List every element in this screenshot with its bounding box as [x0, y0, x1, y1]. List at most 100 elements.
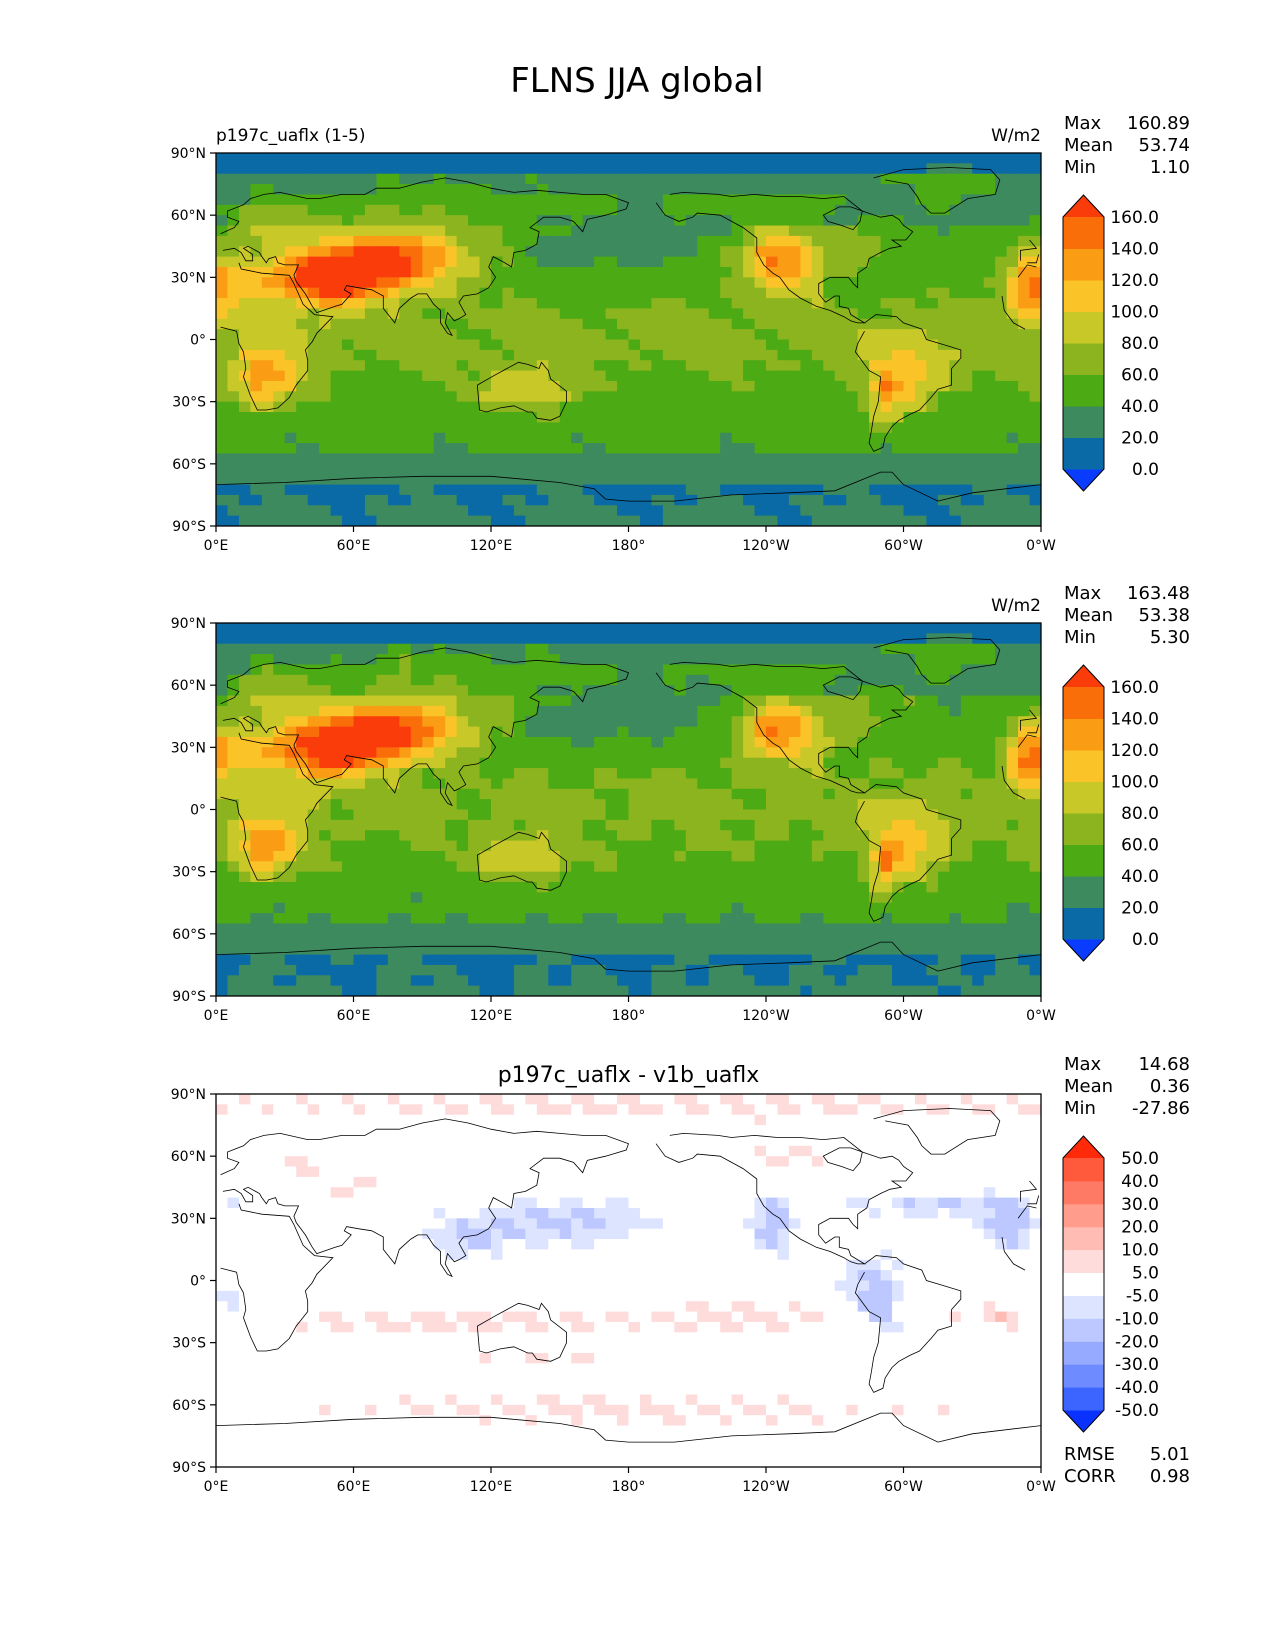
stat-value: 14.68	[1138, 1054, 1190, 1075]
colorbar-tick-label: 100.0	[1110, 773, 1159, 793]
colorbar-tick-label: 140.0	[1110, 710, 1159, 730]
stat-label: Mean	[1064, 135, 1113, 156]
colorbar-swatch	[1063, 217, 1104, 249]
colorbar-tick-label: 50.0	[1121, 1149, 1159, 1169]
map-test	[216, 153, 1041, 526]
colorbar-swatch	[1063, 1249, 1104, 1274]
colorbar-swatch	[1063, 311, 1104, 344]
stat-value: 163.48	[1127, 583, 1190, 604]
x-tick-label: 120°W	[742, 1479, 790, 1495]
footer-stat-label: RMSE	[1064, 1444, 1115, 1465]
colorbar-swatch	[1063, 1272, 1104, 1296]
colorbar-swatch	[1063, 718, 1104, 751]
stat-label: Max	[1064, 1054, 1102, 1075]
stat-value: 5.30	[1150, 627, 1190, 648]
colorbar-swatch	[1063, 280, 1104, 312]
colorbar-swatch	[1063, 1341, 1104, 1365]
colorbar-tick-label: 80.0	[1121, 804, 1159, 824]
y-tick-label: 90°N	[171, 146, 206, 162]
colorbar-under-swatch	[1063, 939, 1104, 961]
y-tick-label: 0°	[190, 1274, 206, 1290]
colorbar-swatch	[1063, 1226, 1104, 1251]
colorbar-tick-label: -30.0	[1115, 1355, 1159, 1375]
y-tick-label: 0°	[190, 803, 206, 819]
colorbar-swatch	[1063, 437, 1104, 470]
colorbar-swatch	[1063, 876, 1104, 908]
stat-label: Mean	[1064, 1076, 1113, 1097]
colorbar-tick-label: 20.0	[1121, 429, 1159, 449]
colorbar-over-swatch	[1063, 1136, 1104, 1158]
stat-value: 53.74	[1138, 135, 1190, 156]
x-tick-label: 0°W	[1026, 1008, 1056, 1024]
colorbar-swatch	[1063, 1387, 1104, 1411]
colorbar-tick-label: 120.0	[1110, 741, 1159, 761]
x-tick-label: 120°E	[470, 1479, 513, 1495]
colorbar-tick-label: 20.0	[1121, 899, 1159, 919]
stat-value: -27.86	[1132, 1098, 1190, 1119]
colorbar-reference: 0.0 20.0 40.0 60.0 80.0 100.0 120.0 140.0 160.0	[1062, 664, 1159, 962]
footer-stat-value: 5.01	[1150, 1444, 1190, 1465]
stat-value: 1.10	[1150, 157, 1190, 178]
colorbar-tick-label: 40.0	[1121, 1172, 1159, 1192]
footer-stat-value: 0.98	[1150, 1466, 1190, 1487]
x-tick-label: 60°E	[337, 1479, 371, 1495]
colorbar-tick-label: 30.0	[1121, 1195, 1159, 1215]
stat-label: Min	[1064, 1098, 1096, 1119]
panel-test: 90°N 60°N 30°N 0° 30°S 60°S 90°S 0°E 60°E 120°E 18…	[171, 113, 1190, 554]
colorbar-swatch	[1063, 844, 1104, 877]
colorbar-tick-label: 140.0	[1110, 240, 1159, 260]
colorbar-tick-label: 160.0	[1110, 678, 1159, 698]
colorbar-tick-label: -20.0	[1115, 1332, 1159, 1352]
x-tick-label: 180°	[612, 538, 646, 554]
colorbar-swatch	[1063, 813, 1104, 845]
x-tick-label: 0°W	[1026, 538, 1056, 554]
colorbar-tick-label: 100.0	[1110, 303, 1159, 323]
colorbar-tick-label: 10.0	[1121, 1241, 1159, 1261]
colorbar-tick-label: 5.0	[1132, 1264, 1159, 1284]
stat-label: Min	[1064, 627, 1096, 648]
colorbar-difference: -50.0 -40.0 -30.0 -20.0 -10.0-5.0 5.0 10.0 20.0…	[1062, 1135, 1159, 1433]
colorbar-swatch	[1063, 1158, 1104, 1182]
x-tick-label: 60°E	[337, 1008, 371, 1024]
panel-units: W/m2	[991, 596, 1041, 616]
panel-units: W/m2	[991, 126, 1041, 146]
colorbar-swatch	[1063, 1203, 1104, 1228]
colorbar-over-swatch	[1063, 665, 1104, 687]
stat-label: Mean	[1064, 605, 1113, 626]
stat-label: Max	[1064, 113, 1102, 134]
stat-label: Min	[1064, 157, 1096, 178]
x-tick-label: 180°	[612, 1479, 646, 1495]
y-tick-label: 30°N	[171, 1211, 206, 1227]
colorbar-swatch	[1063, 687, 1104, 719]
colorbar-tick-label: 60.0	[1121, 836, 1159, 856]
colorbar-swatch	[1063, 750, 1104, 782]
y-tick-label: 0°	[190, 333, 206, 349]
x-tick-label: 0°E	[204, 1008, 229, 1024]
colorbar-swatch	[1063, 907, 1104, 940]
stat-label: Max	[1064, 583, 1102, 604]
y-tick-label: 30°N	[171, 270, 206, 286]
y-tick-label: 30°S	[172, 865, 206, 881]
x-tick-label: 180°	[612, 1008, 646, 1024]
map-reference	[216, 623, 1041, 996]
colorbar-swatch	[1063, 1180, 1104, 1205]
colorbar-tick-label: -50.0	[1115, 1401, 1159, 1421]
colorbar-tick-label: 40.0	[1121, 867, 1159, 887]
y-tick-label: 90°S	[172, 989, 206, 1005]
x-tick-label: 0°E	[204, 1479, 229, 1495]
y-tick-label: 30°S	[172, 1336, 206, 1352]
colorbar-tick-label: 40.0	[1121, 397, 1159, 417]
colorbar-tick-label: 160.0	[1110, 208, 1159, 228]
x-tick-label: 120°W	[742, 538, 790, 554]
panel-center-title: p197c_uaflx - v1b_uaflx	[498, 1063, 760, 1088]
x-tick-label: 60°E	[337, 538, 371, 554]
colorbar-tick-label: 80.0	[1121, 334, 1159, 354]
y-tick-label: 60°S	[172, 1398, 206, 1414]
y-tick-label: 60°N	[171, 208, 206, 224]
colorbar-under-swatch	[1063, 469, 1104, 491]
y-tick-label: 90°N	[171, 616, 206, 632]
y-tick-label: 30°S	[172, 395, 206, 411]
stat-value: 0.36	[1150, 1076, 1190, 1097]
colorbar-tick-label: 0.0	[1132, 460, 1159, 480]
